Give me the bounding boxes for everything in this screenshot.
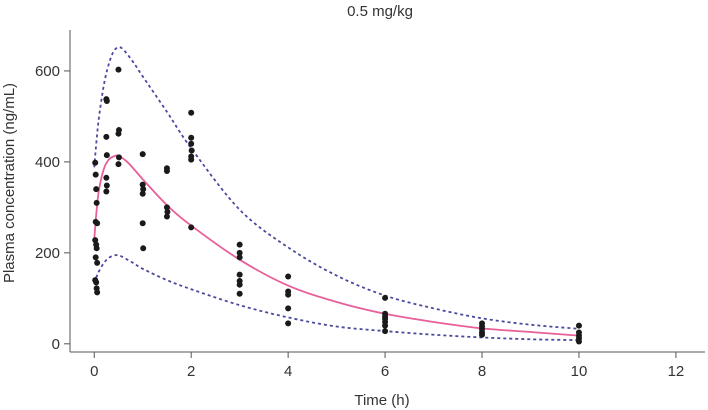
prediction-interval (93, 46, 580, 342)
observed-point (139, 220, 146, 227)
observed-point (236, 241, 243, 248)
observed-point (103, 97, 110, 104)
x-tick-label: 6 (381, 363, 389, 380)
observed-point (103, 182, 110, 189)
observed-point (188, 224, 195, 231)
observed-point (188, 147, 195, 154)
median-line (93, 154, 580, 337)
observed-point (139, 190, 146, 197)
observed-point (139, 151, 146, 158)
observed-point (92, 237, 99, 244)
observed-point (115, 130, 122, 137)
observed-point (115, 161, 122, 168)
observed-point (93, 245, 100, 252)
observed-point (93, 279, 100, 286)
observed-point (163, 213, 170, 220)
observed-point (236, 254, 243, 261)
axes: 0 200 400 600 0 2 4 6 8 10 12 (35, 30, 705, 380)
lower-interval-line (93, 254, 579, 342)
observed-point (139, 181, 146, 188)
x-ticks: 0 2 4 6 8 10 12 (90, 352, 684, 380)
observed-point (92, 171, 99, 178)
observed-point (382, 328, 389, 335)
observed-point (479, 331, 486, 338)
observed-point (188, 109, 195, 116)
observed-point (236, 290, 243, 297)
observed-point (92, 159, 99, 166)
y-tick-label: 400 (35, 154, 60, 171)
observed-point (164, 208, 171, 215)
observed-point (103, 188, 110, 195)
observed-point (285, 273, 292, 280)
observed-point (93, 186, 100, 193)
observed-point (115, 154, 122, 161)
observed-point (140, 186, 147, 193)
observed-point (236, 271, 243, 278)
observed-point (236, 281, 243, 288)
chart-title: 0.5 mg/kg (347, 3, 413, 20)
upper-interval-line (93, 46, 580, 330)
observed-point (94, 289, 101, 296)
x-tick-label: 4 (284, 363, 292, 380)
observed-point (163, 204, 170, 211)
observed-point (285, 291, 292, 298)
observed-point (140, 245, 147, 252)
y-tick-label: 200 (35, 245, 60, 262)
x-tick-label: 10 (571, 363, 588, 380)
x-tick-label: 12 (668, 363, 685, 380)
median-line-group (93, 154, 580, 337)
y-tick-label: 0 (52, 336, 60, 353)
x-tick-label: 8 (478, 363, 486, 380)
x-tick-label: 2 (187, 363, 195, 380)
observed-point (188, 134, 195, 141)
observed-point (236, 249, 243, 256)
observed-point (285, 305, 292, 312)
observed-point (163, 167, 170, 174)
observed-point (103, 174, 110, 181)
observed-point (575, 338, 582, 345)
observed-point (94, 259, 101, 266)
observed-point (382, 294, 389, 301)
observed-point (188, 140, 195, 147)
observed-point (92, 254, 99, 261)
x-axis-title: Time (h) (354, 392, 409, 409)
y-ticks: 0 200 400 600 (35, 63, 70, 353)
plot-area (92, 46, 582, 345)
observed-point (94, 220, 101, 227)
x-tick-label: 0 (90, 363, 98, 380)
observed-point (188, 156, 195, 163)
observed-point (103, 133, 110, 140)
observed-point (115, 66, 122, 73)
y-axis-title: Plasma concentration (ng/mL) (1, 83, 18, 283)
observed-point (575, 322, 582, 329)
observed-point (285, 320, 292, 327)
y-tick-label: 600 (35, 63, 60, 80)
observed-points (92, 66, 582, 345)
observed-point (103, 152, 110, 159)
observed-point (93, 199, 100, 206)
observed-point (382, 322, 389, 329)
